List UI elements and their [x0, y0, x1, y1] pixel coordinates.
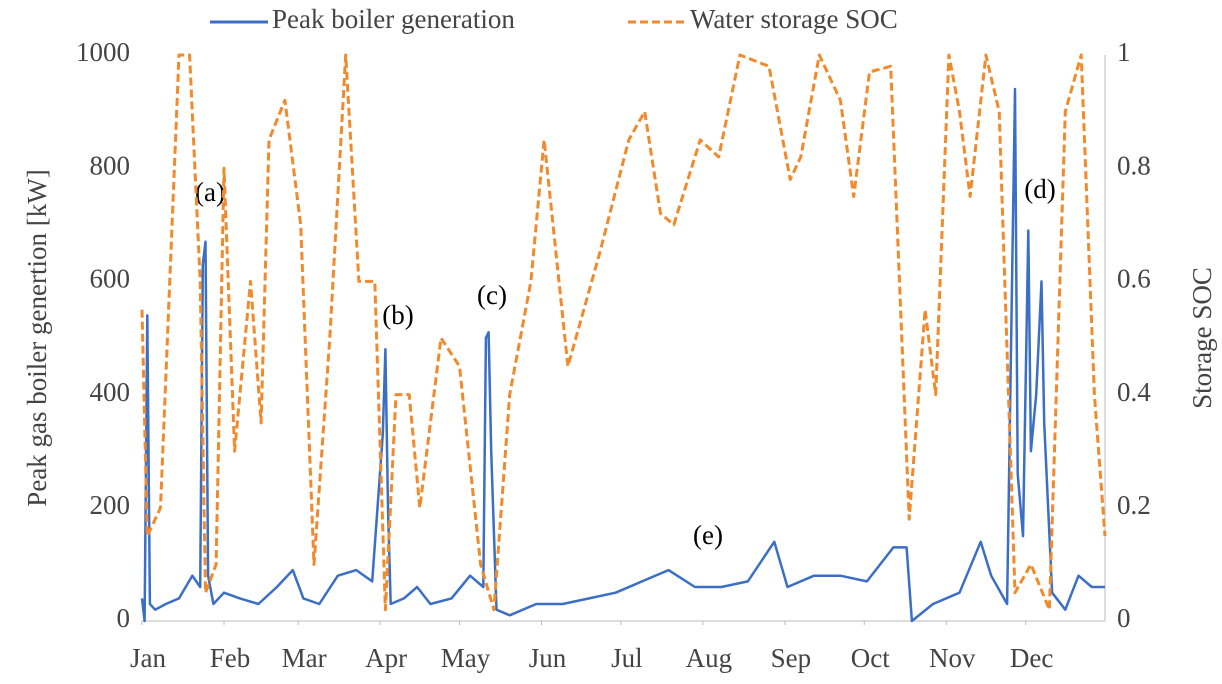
y-tick-label: 1000 [76, 37, 130, 67]
x-tick-label: Jul [611, 643, 643, 673]
x-tick-label: Oct [851, 643, 890, 673]
y2-tick-label: 0 [1117, 603, 1131, 633]
y2-tick-label: 0.4 [1117, 377, 1151, 407]
series-line [140, 87, 1105, 623]
x-tick-label: Nov [929, 643, 976, 673]
y2-tick-label: 0.2 [1117, 490, 1151, 520]
x-tick-label: Mar [282, 643, 327, 673]
x-tick-label: Aug [686, 643, 733, 673]
legend-label: Peak boiler generation [272, 4, 515, 34]
annotation: (a) [195, 177, 225, 207]
x-tick-label: Dec [1010, 643, 1053, 673]
annotation: (c) [477, 280, 507, 310]
y2-tick-label: 1 [1117, 37, 1131, 67]
x-tick-label: Feb [210, 643, 251, 673]
x-tick-label: Jan [130, 643, 166, 673]
y-tick-label: 400 [90, 377, 131, 407]
x-tick-label: Apr [365, 643, 407, 673]
annotation: (b) [382, 300, 413, 330]
legend-label: Water storage SOC [690, 4, 898, 34]
y2-axis-label: Storage SOC [1187, 267, 1217, 409]
y2-tick-label: 0.6 [1117, 264, 1151, 294]
x-tick-label: May [441, 643, 491, 673]
y-tick-label: 800 [90, 150, 131, 180]
annotation: (e) [693, 520, 723, 550]
annotation: (d) [1024, 174, 1055, 204]
y2-tick-label: 0.8 [1117, 150, 1151, 180]
y-tick-label: 200 [90, 490, 131, 520]
y-tick-label: 600 [90, 264, 131, 294]
x-tick-label: Jun [529, 643, 567, 673]
x-tick-label: Sep [771, 643, 812, 673]
series-line [140, 53, 1107, 612]
y-tick-label: 0 [117, 603, 131, 633]
y-axis-label: Peak gas boiler genertion [kW] [22, 169, 52, 506]
